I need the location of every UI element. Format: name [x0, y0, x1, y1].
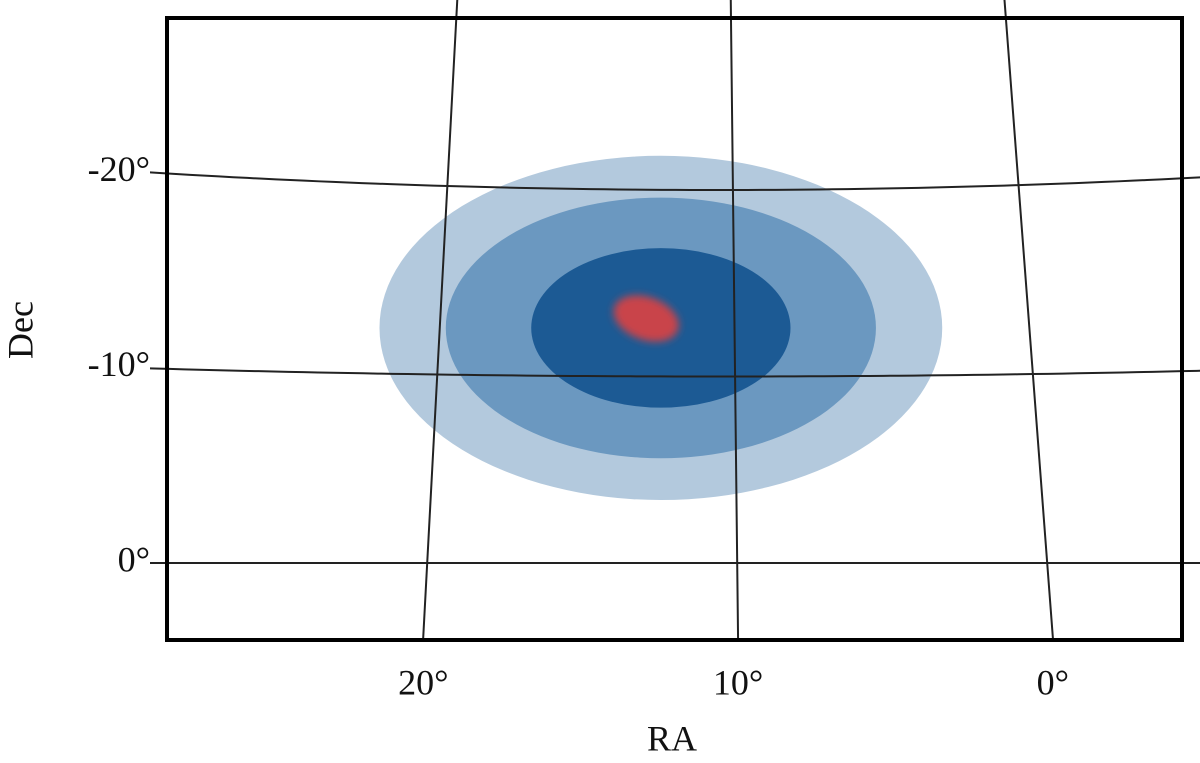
y-tick-label: -20°: [88, 149, 150, 189]
x-axis-label: RA: [647, 718, 697, 758]
x-tick-label: 10°: [713, 662, 763, 702]
grid-line: [729, 0, 740, 640]
grid-line: [150, 367, 1200, 378]
y-tick-label: 0°: [118, 539, 150, 579]
grid: [150, 0, 1200, 640]
grid-line: [1003, 0, 1055, 640]
x-tick-label: 0°: [1037, 662, 1069, 702]
x-tick-label: 20°: [398, 662, 448, 702]
grid-line: [422, 0, 459, 640]
sample-cloud: [613, 295, 679, 342]
regions: [379, 155, 943, 501]
grid-line: [150, 171, 1200, 192]
frame: [165, 16, 1184, 642]
y-tick-label: -10°: [88, 344, 150, 384]
y-axis-label: Dec: [0, 301, 40, 359]
